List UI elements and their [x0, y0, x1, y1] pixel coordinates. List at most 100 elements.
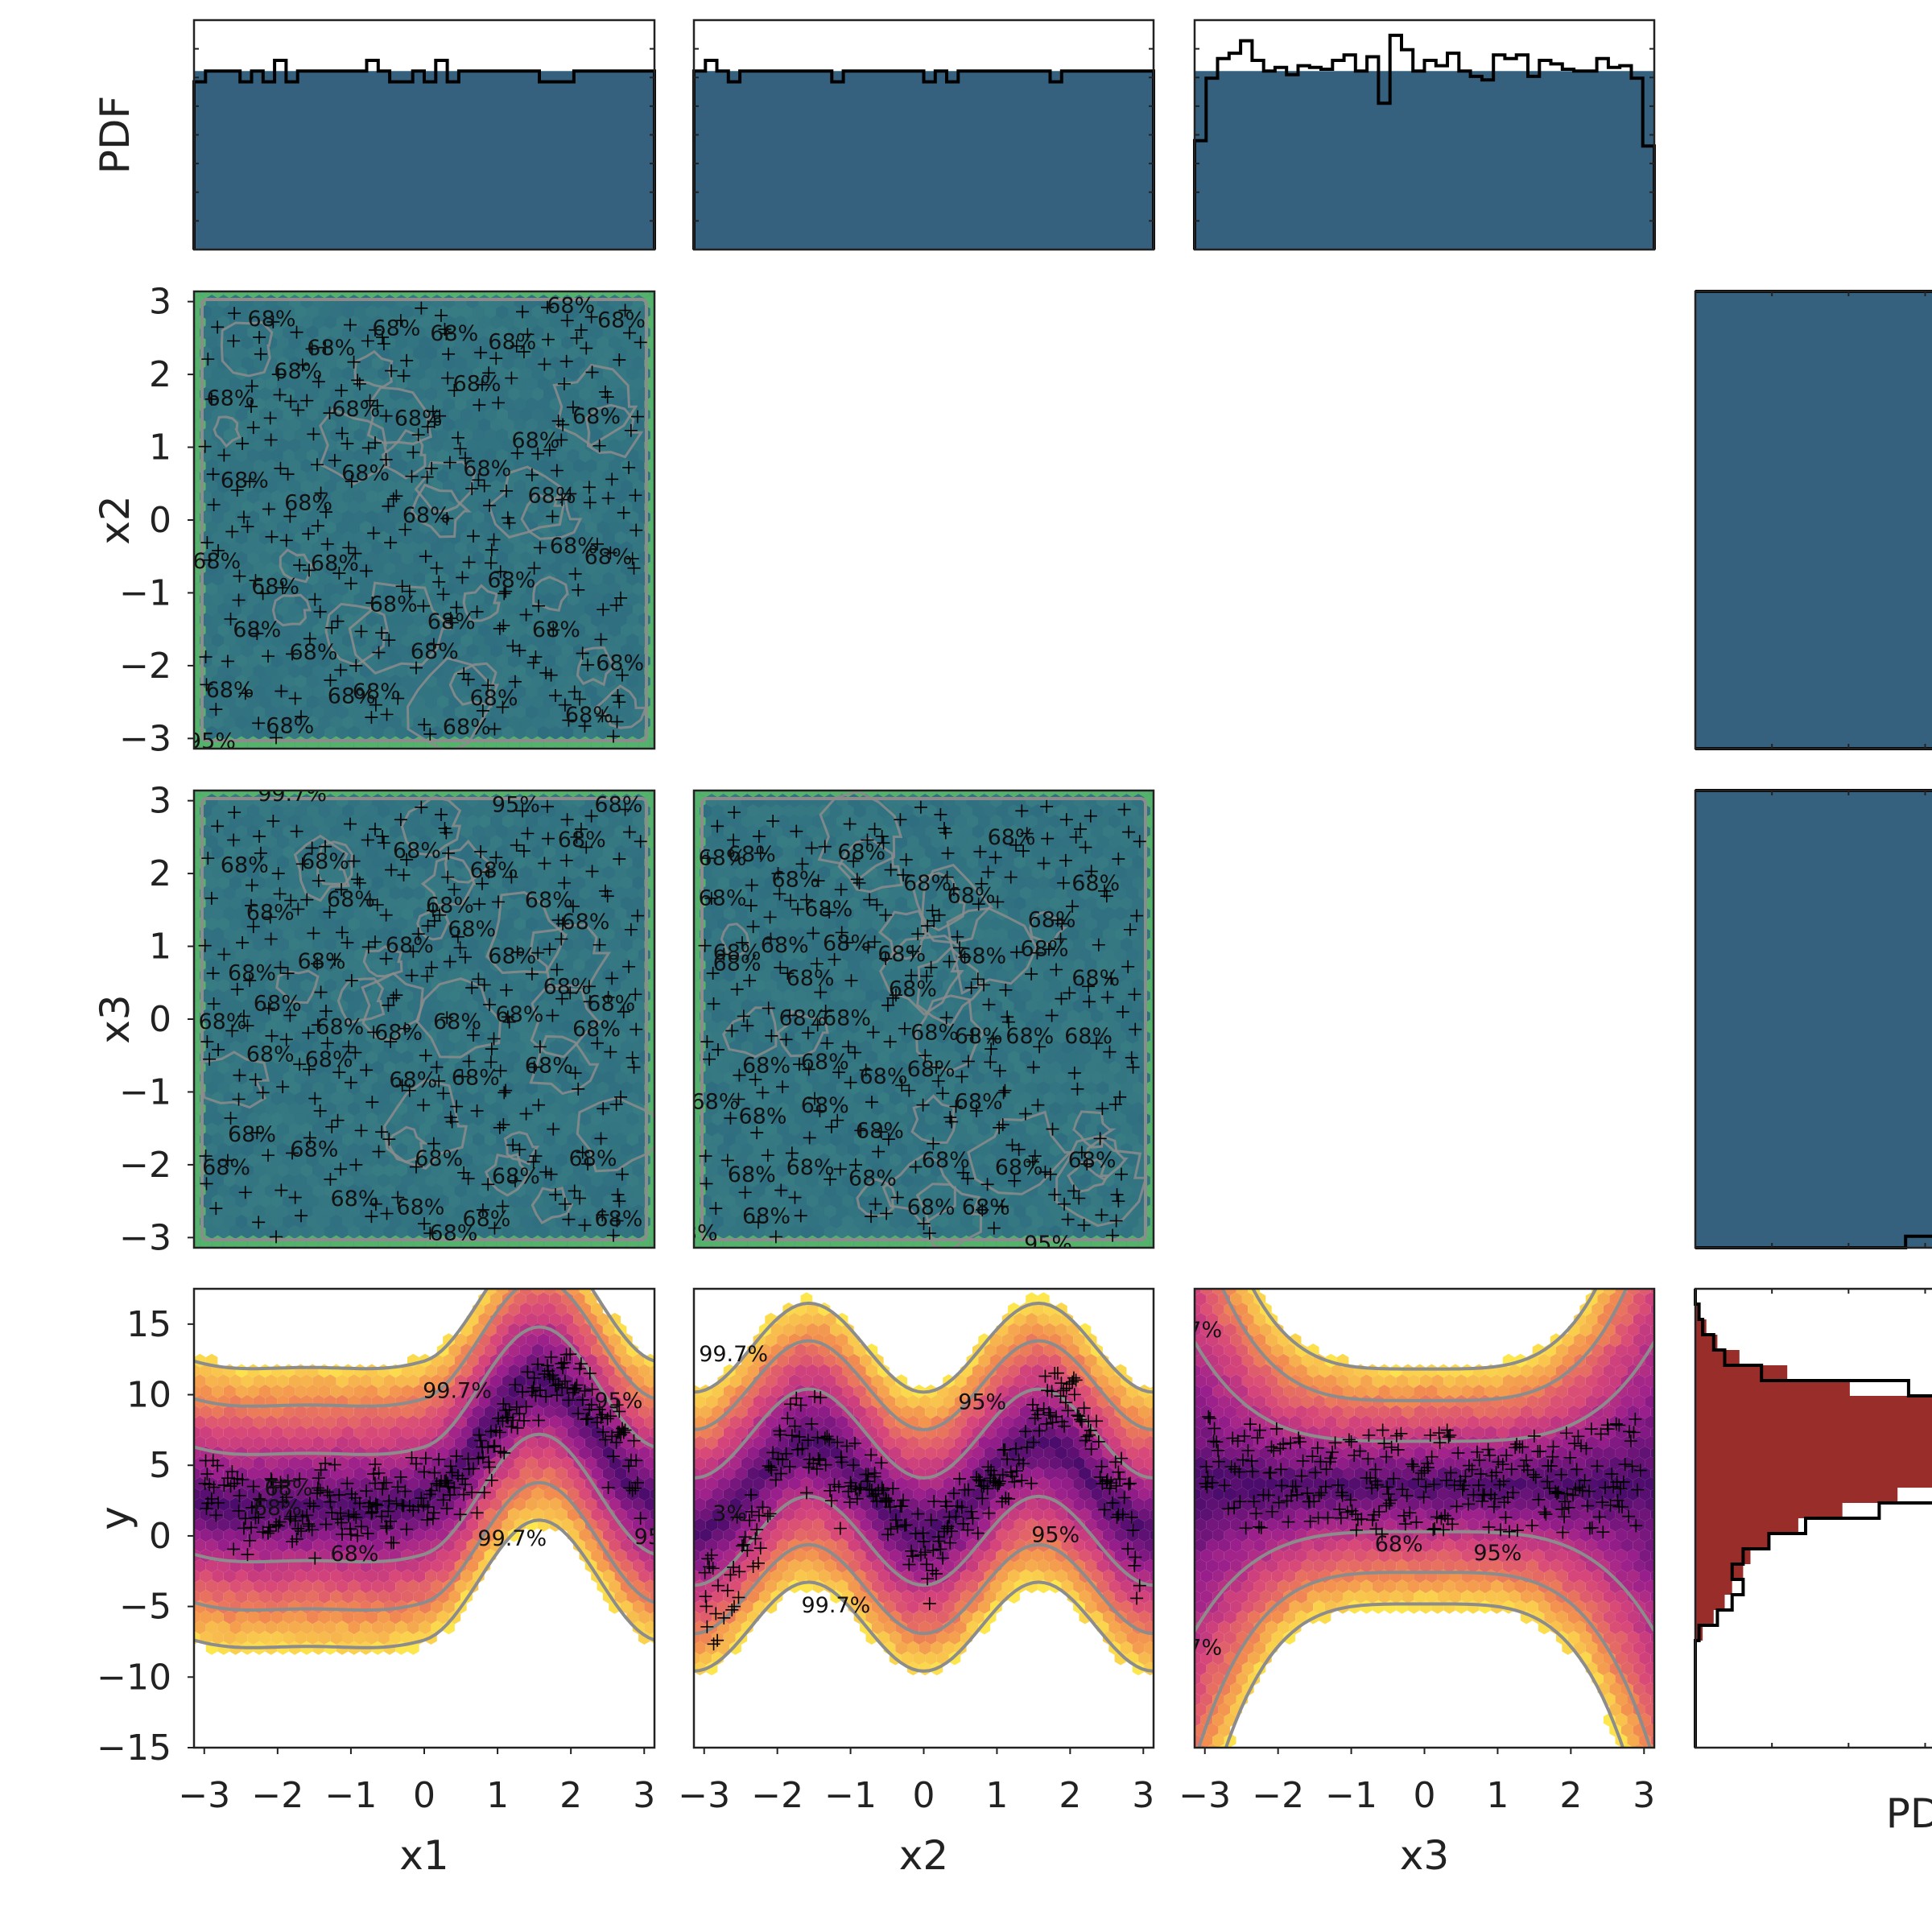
hexbin-cell: [567, 305, 580, 319]
hexbin-cell: [626, 1133, 639, 1146]
hexbin-cell: [288, 1081, 301, 1096]
hexbin-cell: [526, 664, 538, 679]
hexbin-cell: [621, 459, 633, 473]
hexbin-cell: [591, 1133, 603, 1146]
hexbin-cell: [342, 489, 354, 504]
scatter-point: [501, 511, 514, 525]
scatter-point: [450, 1100, 464, 1113]
scatter-point: [254, 347, 267, 361]
hexbin-cell: [295, 989, 307, 1003]
hexbin-cell: [460, 1071, 473, 1085]
hexbin-cell: [348, 1163, 361, 1178]
hexbin-cells: [194, 791, 654, 1248]
hexbin-cell: [277, 315, 289, 329]
hexbin-cell: [318, 572, 331, 586]
scatter-point: [238, 1186, 252, 1199]
hexbin-cell: [353, 804, 366, 818]
hexbin-cell: [573, 725, 585, 740]
hexbin-cell: [561, 541, 574, 555]
hexbin-cell: [365, 291, 378, 299]
hexbin-cell: [295, 1174, 307, 1187]
hexbin-cell: [295, 428, 307, 442]
hexbin-cell: [336, 397, 349, 411]
hexbin-cell: [348, 814, 361, 828]
hexbin-cell: [300, 356, 313, 370]
hexbin-cell: [407, 1224, 419, 1239]
hexbin-cell: [478, 356, 491, 370]
hexbin-cell: [194, 634, 200, 647]
hexbin-cell: [650, 593, 654, 605]
hexbin-cell: [632, 520, 645, 535]
hexbin-cell: [508, 654, 520, 668]
hexbin-cell: [223, 1194, 236, 1208]
hexbin-cell: [621, 643, 633, 658]
hexbin-cell: [212, 634, 224, 647]
scatter-point: [574, 323, 588, 336]
scatter-point: [467, 1028, 481, 1042]
hexbin-cell: [212, 654, 224, 668]
hexbin-cell: [265, 1040, 278, 1055]
hexbin-cell: [1019, 791, 1032, 798]
hexbin-cell: [401, 366, 414, 381]
hexbin-cell: [306, 305, 319, 319]
scatter-point: [555, 433, 568, 447]
scatter-point: [482, 366, 496, 380]
hexbin-cell: [235, 989, 248, 1003]
hexbin-cell: [336, 1204, 349, 1219]
hexbin-cell: [448, 325, 461, 340]
hexbin-cell: [614, 1153, 627, 1167]
scatter-point: [625, 551, 639, 565]
scatter-point: [519, 1107, 533, 1121]
hexbin-cell: [283, 716, 295, 729]
scatter-point: [411, 927, 425, 941]
scatter-point: [221, 1154, 234, 1167]
hexbin-cell: [425, 551, 437, 565]
contour-label: 68%: [452, 1066, 500, 1091]
hexbin-cell: [259, 366, 271, 381]
hexbin-cell: [519, 865, 532, 880]
hexbin-cell: [194, 654, 200, 668]
hexbin-cell: [626, 469, 639, 483]
hexbin-cell: [508, 824, 520, 839]
scatter-point: [420, 969, 434, 983]
hexbin-cell: [591, 927, 603, 941]
hexbin-cell: [567, 804, 580, 818]
hexbin-cell: [597, 459, 609, 473]
hexbin-cell: [318, 346, 331, 360]
scatter-point: [302, 527, 316, 541]
hexbin-cell: [567, 1009, 580, 1023]
hexbin-cell: [407, 623, 419, 638]
hexbin-cell: [591, 305, 603, 319]
hexbin-cell: [502, 315, 514, 329]
hexbin-cell: [283, 906, 295, 921]
contour-68: [485, 891, 568, 974]
contour-label: 68%: [532, 617, 580, 642]
hexbin-cell: [519, 551, 532, 565]
hexbin-cell: [265, 561, 278, 576]
scatter-point: [450, 601, 464, 614]
hexbin-cell: [632, 917, 645, 931]
hexbin-cell: [205, 664, 218, 679]
hexbin-cell: [353, 1051, 366, 1064]
hexbin-cell: [205, 1163, 218, 1178]
hexbin-cell: [508, 634, 520, 647]
scatter-point: [245, 878, 258, 892]
hexbin-cell: [283, 325, 295, 340]
hexbin-cell: [235, 927, 248, 941]
hexbin-cell: [353, 1133, 366, 1146]
hexbin-cell: [229, 1204, 242, 1219]
hexbin-cell: [194, 366, 200, 381]
contour-68: [275, 969, 320, 1005]
hexbin-cell: [531, 291, 544, 299]
hexbin-cell: [555, 804, 568, 818]
hexbin-cell: [514, 1224, 526, 1239]
scatter-point: [578, 719, 592, 733]
hexbin-cell: [229, 1142, 242, 1157]
scatter-point: [556, 917, 570, 931]
hexbin-cell: [436, 1133, 449, 1146]
hexbin-cell: [342, 968, 354, 982]
scatter-point: [462, 1055, 476, 1068]
hexbin-cell: [288, 684, 301, 699]
hexbin-cell: [478, 725, 491, 740]
